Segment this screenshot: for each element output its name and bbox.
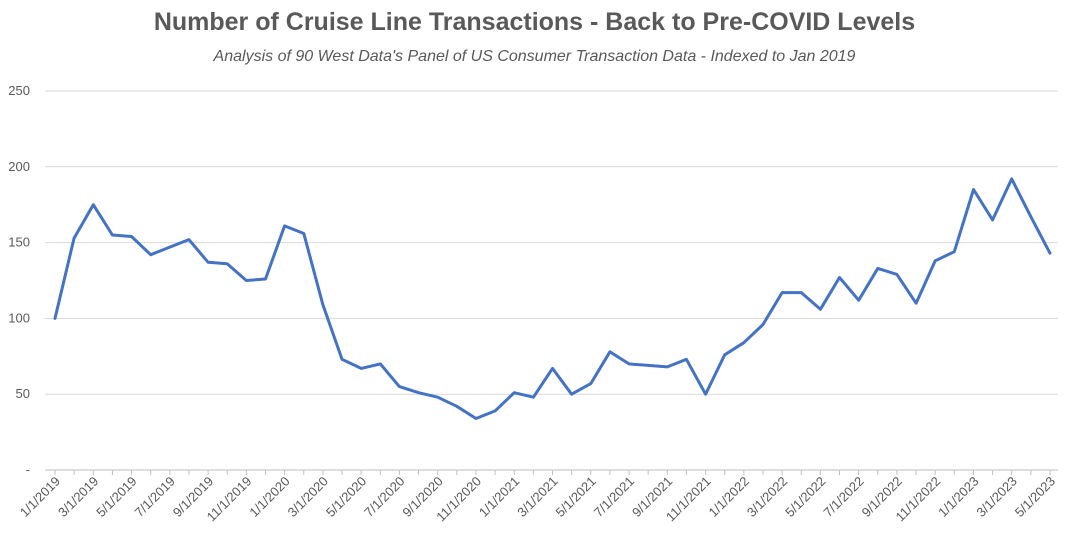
data-point — [609, 351, 611, 353]
data-point — [245, 280, 247, 281]
data-point — [207, 261, 209, 263]
y-tick-label: 200 — [8, 159, 30, 174]
y-tick-label: 100 — [8, 310, 30, 325]
data-point — [284, 225, 286, 227]
x-tick-label: 3/1/2022 — [744, 474, 790, 520]
y-tick-label: 50 — [16, 386, 30, 401]
data-point — [532, 396, 534, 398]
data-point — [341, 358, 343, 360]
data-point — [169, 246, 171, 248]
data-point — [418, 392, 420, 394]
data-point — [953, 251, 955, 253]
x-tick-label: 5/1/2019 — [93, 474, 139, 520]
chart-title: Number of Cruise Line Transactions - Bac… — [153, 8, 916, 36]
data-point — [188, 239, 190, 241]
data-point — [513, 392, 515, 394]
data-point — [54, 317, 56, 319]
data-point — [973, 189, 974, 190]
data-point — [628, 363, 630, 365]
data-point — [800, 292, 802, 294]
data-point — [303, 233, 305, 234]
data-point — [150, 254, 152, 256]
data-point — [398, 386, 400, 388]
data-point — [915, 302, 917, 304]
series-line — [53, 177, 1052, 420]
data-point — [226, 263, 228, 265]
data-point — [1030, 216, 1032, 218]
data-point — [111, 234, 113, 236]
x-tick-label: 3/1/2021 — [514, 474, 560, 520]
x-axis: 1/1/20193/1/20195/1/20197/1/20199/1/2019… — [17, 469, 1058, 524]
x-tick-label: 5/1/2020 — [323, 474, 369, 520]
plot-series — [53, 177, 1052, 420]
data-point — [1011, 178, 1013, 180]
data-point — [73, 237, 75, 239]
data-point — [265, 278, 266, 280]
data-point — [322, 304, 324, 306]
data-point — [781, 292, 783, 294]
x-tick-label: 1/1/2023 — [935, 474, 981, 520]
data-point — [1049, 252, 1051, 254]
y-axis-tick-labels: - 50 100 150 200 250 — [8, 83, 30, 477]
data-point — [724, 354, 726, 356]
data-point — [92, 204, 94, 206]
data-point — [590, 383, 592, 385]
gridlines — [45, 90, 1058, 395]
x-tick-label: 5/1/2023 — [1012, 474, 1058, 520]
y-tick-label: - — [26, 462, 30, 477]
data-point — [934, 260, 936, 262]
x-tick-label: 7/1/2020 — [361, 474, 407, 520]
x-tick-label: 1/1/2021 — [476, 474, 522, 520]
data-point — [131, 236, 132, 237]
data-point — [743, 342, 745, 344]
data-point — [762, 324, 764, 325]
data-point — [379, 363, 381, 365]
chart-subtitle: Analysis of 90 West Data's Panel of US C… — [213, 48, 856, 65]
x-tick-label: 1/1/2019 — [17, 474, 63, 520]
data-point — [992, 219, 994, 221]
data-point — [456, 405, 458, 407]
data-point — [552, 367, 553, 369]
data-point — [475, 418, 477, 419]
data-point — [685, 358, 687, 360]
data-point — [819, 308, 821, 310]
x-tick-label: 5/1/2022 — [782, 474, 828, 520]
x-tick-label: 3/1/2019 — [55, 474, 101, 520]
y-tick-label: 250 — [8, 83, 30, 98]
data-point — [877, 267, 879, 269]
data-point — [647, 364, 649, 366]
data-point — [858, 299, 860, 301]
data-point — [705, 393, 707, 395]
data-point — [666, 366, 668, 368]
data-point — [494, 410, 496, 412]
x-tick-label: 5/1/2021 — [552, 474, 598, 520]
data-point — [571, 393, 573, 395]
data-point — [896, 273, 898, 275]
x-tick-label: 7/1/2022 — [820, 474, 866, 520]
data-point — [360, 367, 362, 369]
x-tick-label: 7/1/2019 — [132, 474, 178, 520]
data-point — [839, 277, 840, 278]
x-tick-label: 7/1/2021 — [591, 474, 637, 520]
y-tick-label: 150 — [8, 235, 30, 250]
x-tick-label: 1/1/2022 — [706, 474, 752, 520]
data-point — [437, 396, 439, 398]
x-tick-label: 1/1/2020 — [246, 474, 292, 520]
x-tick-label: 3/1/2023 — [973, 474, 1019, 520]
x-tick-label: 3/1/2020 — [285, 474, 331, 520]
